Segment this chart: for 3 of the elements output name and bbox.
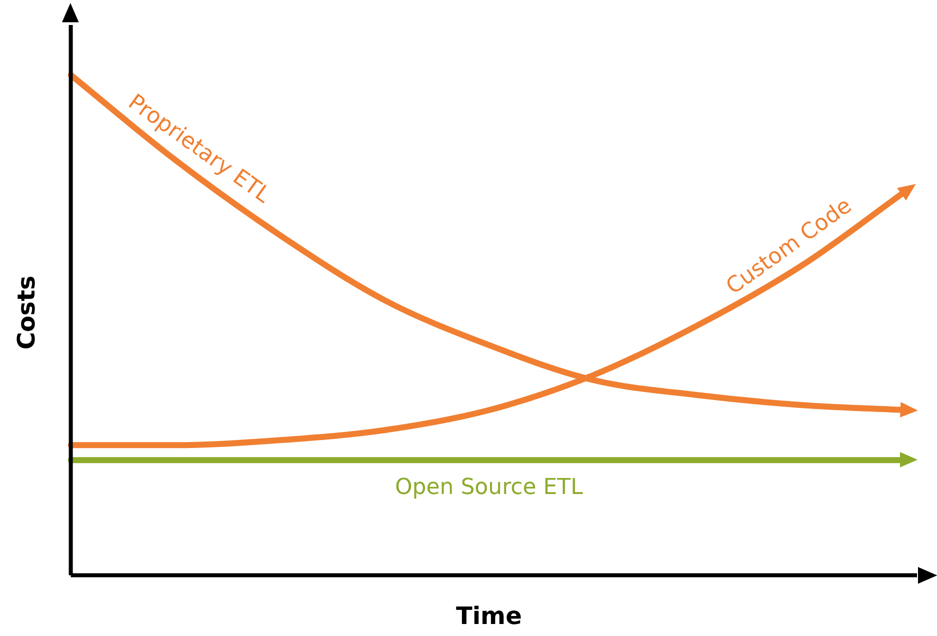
y-axis-title: Costs	[12, 276, 41, 350]
x-axis-title: Time	[456, 602, 522, 630]
series-label: Open Source ETL	[394, 474, 584, 500]
